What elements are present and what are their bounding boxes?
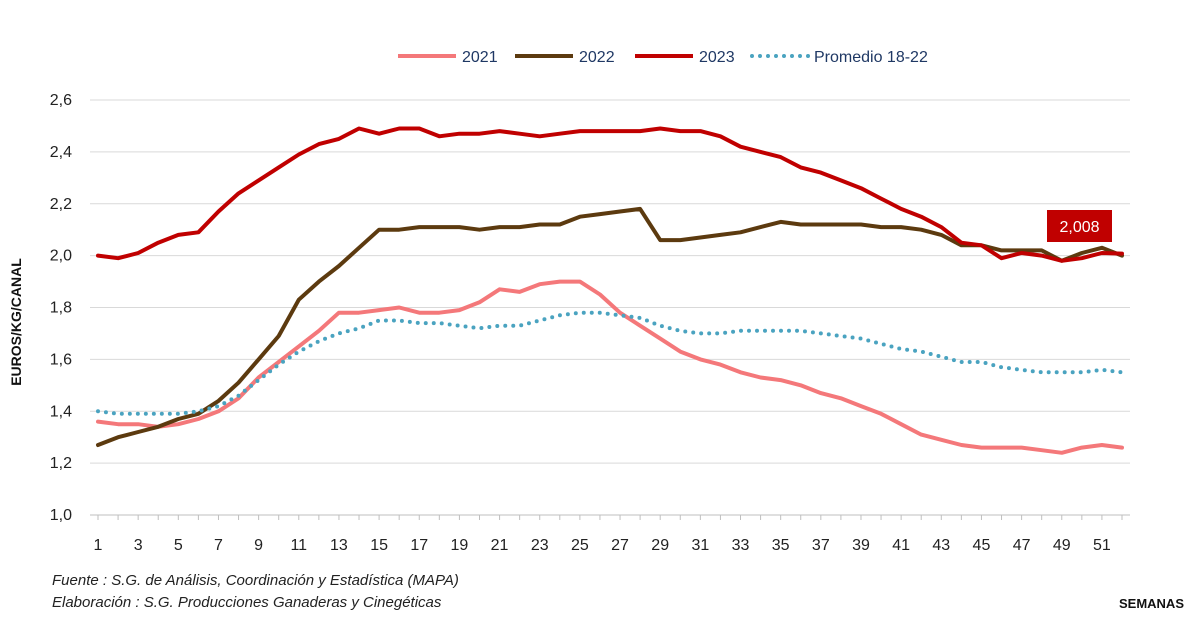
x-tick-label: 13 bbox=[330, 537, 348, 554]
y-tick-label: 2,0 bbox=[50, 248, 72, 265]
x-tick-label: 39 bbox=[852, 537, 870, 554]
x-tick-label: 51 bbox=[1093, 537, 1111, 554]
series-line-2022 bbox=[96, 206, 1124, 447]
chart-gridlines bbox=[90, 99, 1130, 464]
x-axis-ticks: 1 3 5 7 9 11 13 15 17 19 21 23 25 27 29 31 33 35 37 39 41 43 4… bbox=[94, 537, 1111, 554]
x-axis-label: SEMANAS bbox=[1118, 596, 1184, 611]
x-tick-label: 19 bbox=[451, 537, 469, 554]
y-tick-label: 1,0 bbox=[50, 507, 72, 524]
chart-axes bbox=[90, 514, 1130, 520]
legend: 2021 2022 2023 Promedio 18-22 bbox=[398, 49, 928, 66]
footer-elaboration: Elaboración : S.G. Producciones Ganadera… bbox=[52, 594, 442, 611]
series-line-2023 bbox=[96, 126, 1124, 263]
series-line-promedio-18-22 bbox=[96, 310, 1124, 416]
x-tick-label: 27 bbox=[611, 537, 629, 554]
y-tick-label: 2,2 bbox=[50, 196, 72, 213]
value-annotation: 2,008 bbox=[1047, 210, 1112, 242]
y-tick-label: 1,8 bbox=[50, 300, 72, 317]
legend-label: Promedio 18-22 bbox=[814, 49, 928, 66]
x-tick-label: 29 bbox=[651, 537, 669, 554]
y-tick-label: 1,4 bbox=[50, 403, 72, 420]
x-tick-label: 15 bbox=[370, 537, 388, 554]
x-tick-label: 7 bbox=[214, 537, 223, 554]
x-tick-label: 21 bbox=[491, 537, 509, 554]
x-tick-label: 43 bbox=[932, 537, 950, 554]
x-tick-label: 11 bbox=[290, 537, 307, 554]
x-tick-label: 37 bbox=[812, 537, 830, 554]
x-tick-label: 1 bbox=[94, 537, 103, 554]
series-lines bbox=[96, 126, 1124, 455]
y-tick-label: 1,2 bbox=[50, 455, 72, 472]
x-tick-label: 41 bbox=[892, 537, 910, 554]
x-tick-label: 3 bbox=[134, 537, 143, 554]
x-tick-label: 49 bbox=[1053, 537, 1071, 554]
x-tick-label: 31 bbox=[691, 537, 709, 554]
x-tick-label: 5 bbox=[174, 537, 183, 554]
footer-source: Fuente : S.G. de Análisis, Coordinación … bbox=[52, 572, 459, 589]
annotation-box bbox=[1047, 210, 1112, 242]
x-tick-label: 9 bbox=[254, 537, 263, 554]
legend-label: 2022 bbox=[579, 49, 615, 66]
legend-label: 2023 bbox=[699, 49, 735, 66]
x-tick-label: 47 bbox=[1013, 537, 1031, 554]
x-tick-label: 23 bbox=[531, 537, 549, 554]
line-chart: 1,01,21,41,61,82,02,22,42,6 1 3 5 7 9 11 13 15 1… bbox=[8, 49, 1130, 554]
y-tick-label: 2,6 bbox=[50, 92, 72, 109]
x-tick-label: 33 bbox=[732, 537, 750, 554]
y-tick-label: 2,4 bbox=[50, 144, 72, 161]
y-axis-label: EUROS/KG/CANAL bbox=[8, 258, 24, 386]
x-tick-label: 45 bbox=[973, 537, 991, 554]
y-axis-ticks: 1,0 1,2 1,4 1,6 1,8 2,0 2,2 2,4 2,6 bbox=[50, 92, 72, 524]
x-tick-label: 17 bbox=[410, 537, 428, 554]
x-tick-label: 25 bbox=[571, 537, 589, 554]
legend-label: 2021 bbox=[462, 49, 498, 66]
y-tick-label: 1,6 bbox=[50, 351, 72, 368]
x-tick-label: 35 bbox=[772, 537, 790, 554]
annotation-value: 2,008 bbox=[1059, 219, 1099, 236]
series-line-2021 bbox=[96, 279, 1124, 455]
